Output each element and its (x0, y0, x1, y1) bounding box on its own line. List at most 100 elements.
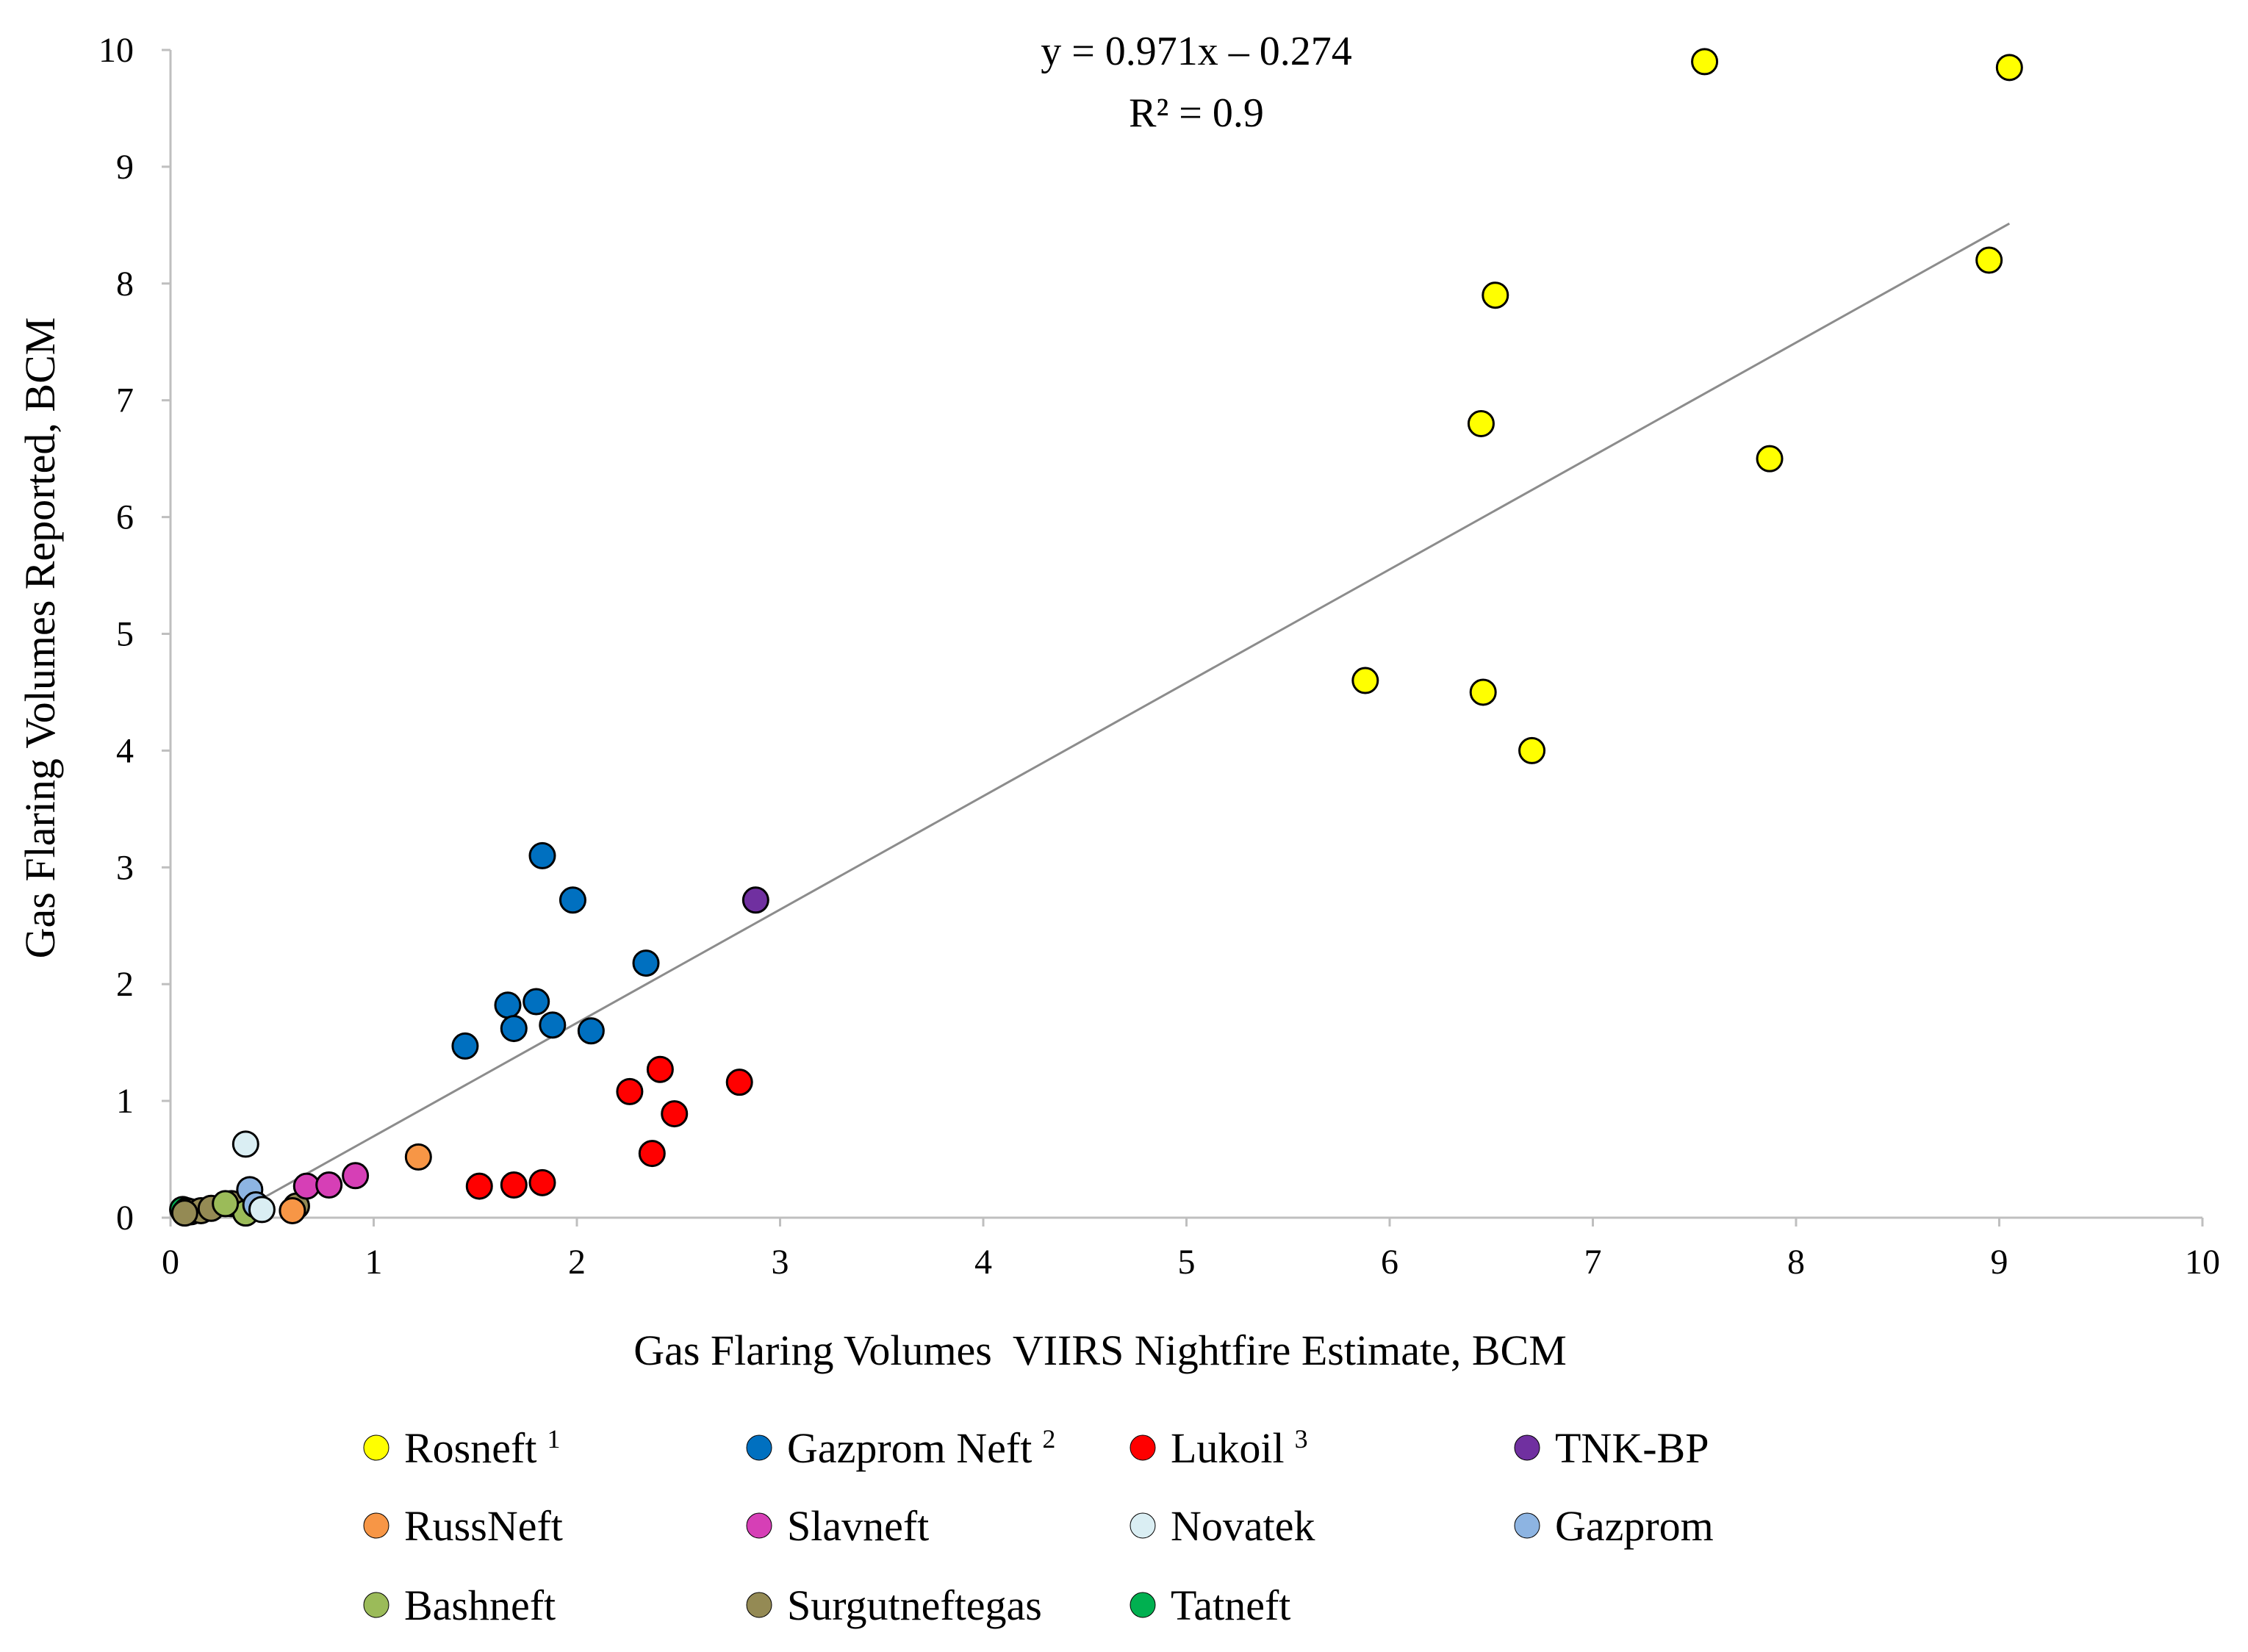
y-axis-title: Gas Flaring Volumes Reported, BCM (16, 317, 64, 959)
data-point (632, 949, 660, 977)
legend-marker (363, 1592, 389, 1618)
trendline-r2: R² = 0.9 (1129, 90, 1264, 136)
y-tick-label: 3 (116, 848, 134, 887)
legend-label: TNK-BP (1555, 1424, 1709, 1472)
legend-label-name: Bashneft (404, 1581, 556, 1629)
data-point (170, 1199, 198, 1227)
y-tick-label: 6 (116, 498, 134, 537)
data-point (646, 1055, 674, 1083)
x-tick-label: 10 (2185, 1243, 2220, 1282)
data-point (1995, 54, 2023, 82)
axes (162, 49, 2204, 1227)
series-novatek (231, 1130, 276, 1224)
legend-label-superscript: 3 (1295, 1424, 1308, 1454)
data-point (1351, 667, 1379, 694)
legend-label: RussNeft (404, 1502, 563, 1550)
data-point (616, 1077, 644, 1105)
legend-item: Gazprom (1514, 1502, 1714, 1550)
legend-label: Gazprom Neft 2 (787, 1424, 1055, 1472)
data-point (279, 1196, 306, 1224)
data-point (248, 1196, 276, 1224)
legend-marker (363, 1434, 389, 1461)
legend-label-name: Novatek (1171, 1502, 1315, 1550)
x-tick-label: 9 (1991, 1243, 2008, 1282)
legend-marker (1130, 1592, 1156, 1618)
legend-label: Surgutneftegas (787, 1581, 1042, 1629)
data-point (342, 1162, 370, 1190)
legend-label-name: Slavneft (787, 1502, 929, 1550)
series-rosneft (1351, 48, 2023, 764)
y-tick-label: 10 (98, 31, 134, 70)
data-point (494, 991, 522, 1019)
data-point (1691, 48, 1719, 76)
data-point (451, 1032, 479, 1060)
data-point (725, 1069, 753, 1096)
legend-item: TNK-BP (1514, 1424, 1709, 1472)
data-point (528, 841, 556, 869)
legend-label-name: Rosneft (404, 1424, 536, 1472)
legend-label: Slavneft (787, 1502, 929, 1550)
data-point (465, 1172, 493, 1200)
y-tick-label: 8 (116, 265, 134, 304)
data-point (212, 1190, 240, 1218)
legend-item: Lukoil 3 (1130, 1424, 1308, 1472)
x-tick-label: 0 (162, 1243, 179, 1282)
x-tick-label: 7 (1584, 1243, 1602, 1282)
x-tick-label: 5 (1178, 1243, 1196, 1282)
legend-item: Gazprom Neft 2 (746, 1424, 1055, 1472)
data-point (315, 1171, 343, 1199)
legend-marker (746, 1592, 772, 1618)
legend-label-name: Surgutneftegas (787, 1581, 1042, 1629)
data-point (577, 1017, 605, 1045)
data-point (292, 1172, 320, 1200)
legend-label: Rosneft 1 (404, 1424, 560, 1472)
data-point (1518, 736, 1546, 764)
data-point (741, 886, 769, 914)
legend-label-name: Gazprom Neft (787, 1424, 1032, 1472)
y-tick-label: 0 (116, 1199, 134, 1238)
tick-labels: 0 1 2 3 4 5 6 7 8 9 10 0 1 2 3 4 5 6 7 8 9 10 (98, 31, 2220, 1282)
legend-label: Bashneft (404, 1581, 556, 1629)
legend-marker (1130, 1434, 1156, 1461)
series-tnk-bp (741, 886, 769, 914)
legend-marker (1130, 1512, 1156, 1539)
data-point (559, 886, 586, 914)
legend-item: Novatek (1130, 1502, 1315, 1550)
legend-label-name: TNK-BP (1555, 1424, 1709, 1472)
legend-marker (1514, 1434, 1540, 1461)
data-point (1756, 445, 1784, 473)
legend-label-name: RussNeft (404, 1502, 563, 1550)
trendline (231, 222, 2011, 1217)
y-tick-label: 1 (116, 1082, 134, 1121)
legend-label-name: Tatneft (1171, 1581, 1290, 1629)
y-tick-label: 4 (116, 731, 134, 770)
trendline-equation: y = 0.971x – 0.274 (1041, 29, 1352, 74)
data-point (638, 1140, 666, 1168)
series-gazprom-neft (451, 841, 660, 1060)
x-tick-label: 6 (1381, 1243, 1398, 1282)
y-tick-label: 5 (116, 615, 134, 654)
legend-label-name: Lukoil (1171, 1424, 1285, 1472)
legend-item: Slavneft (746, 1502, 929, 1550)
x-tick-label: 8 (1787, 1243, 1805, 1282)
legend-marker (1514, 1512, 1540, 1539)
data-points (169, 48, 2023, 1227)
legend-label-name: Gazprom (1555, 1502, 1714, 1550)
legend: Rosneft 1 Gazprom Neft 2 Lukoil 3 TNK-BP RussNe… (363, 1424, 1714, 1629)
data-point (404, 1143, 432, 1171)
series-slavneft (292, 1162, 370, 1200)
legend-marker (363, 1512, 389, 1539)
data-point (1467, 409, 1495, 437)
y-tick-label: 9 (116, 148, 134, 187)
data-point (1469, 678, 1497, 706)
series-lukoil (465, 1055, 753, 1200)
legend-item: RussNeft (363, 1502, 563, 1550)
legend-marker (746, 1434, 772, 1461)
data-point (523, 988, 550, 1016)
data-point (231, 1130, 259, 1158)
y-tick-label: 2 (116, 965, 134, 1004)
legend-item: Rosneft 1 (363, 1424, 560, 1472)
data-point (500, 1171, 528, 1199)
data-point (1482, 281, 1509, 309)
